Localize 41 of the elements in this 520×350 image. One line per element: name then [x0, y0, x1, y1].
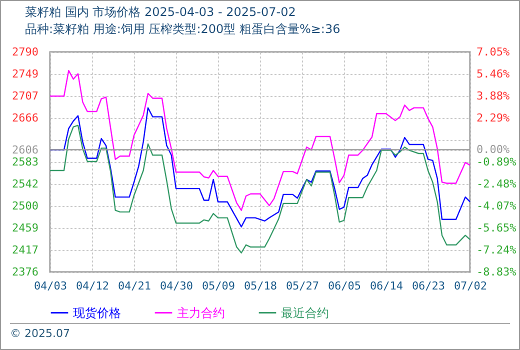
y2-tick-label: 7.05% [476, 46, 510, 58]
y2-tick-label: -0.89% [476, 156, 517, 168]
x-tick-label: 04/21 [118, 280, 152, 292]
x-tick-label: 06/14 [370, 280, 404, 292]
y-tick-label: 2500 [12, 200, 38, 213]
y2-tick-label: -4.07% [476, 200, 517, 213]
y-tick-label: 2583 [12, 156, 38, 168]
y2-tick-label: -5.65% [476, 221, 517, 234]
y-tick-label: 2749 [12, 67, 38, 80]
line-series [49, 124, 471, 254]
y-tick-label: 2542 [12, 177, 38, 190]
y-tick-label: 2606 [12, 143, 38, 156]
chart-subtitle: 品种:菜籽粕 用途:饲用 压榨类型:200型 粗蛋白含量%≥:36 [25, 22, 340, 36]
legend-label: 最近合约 [281, 306, 329, 320]
y-tick-label: 2666 [12, 111, 38, 124]
legend-label: 主力合约 [177, 306, 225, 320]
y2-tick-label: 2.29% [476, 111, 510, 124]
y2-tick-label: -8.83% [476, 266, 517, 278]
text: © 2025.07 [10, 323, 510, 340]
y2-tick-label: 3.88% [476, 89, 510, 102]
x-tick-label: 04/12 [76, 280, 110, 292]
x-tick-label: 07/02 [454, 280, 488, 292]
y2-tick-label: -7.24% [476, 243, 517, 256]
x-tick-label: 06/23 [412, 280, 446, 292]
x-tick-label: 04/30 [160, 280, 194, 292]
y-tick-label: 2707 [12, 90, 38, 103]
x-tick-label: 05/27 [286, 280, 320, 292]
x-tick-label: 05/09 [202, 280, 236, 292]
y-tick-label: 2459 [12, 221, 38, 234]
x-tick-label: 06/05 [328, 280, 362, 292]
x-tick-label: 04/03 [34, 280, 68, 292]
chart-title: 菜籽粕 国内 市场价格 2025-04-03 - 2025-07-02 [25, 5, 296, 19]
y-tick-label: 2790 [12, 46, 38, 58]
y2-tick-label: -2.48% [476, 178, 517, 191]
y-tick-label: 2376 [12, 266, 38, 278]
legend-label: 现货价格 [73, 306, 121, 320]
y-tick-label: 2417 [12, 244, 38, 257]
line-series [49, 70, 471, 211]
y2-tick-label: 5.46% [476, 68, 510, 81]
y2-tick-label: 0.00% [476, 143, 510, 156]
x-tick-label: 05/18 [244, 280, 278, 292]
